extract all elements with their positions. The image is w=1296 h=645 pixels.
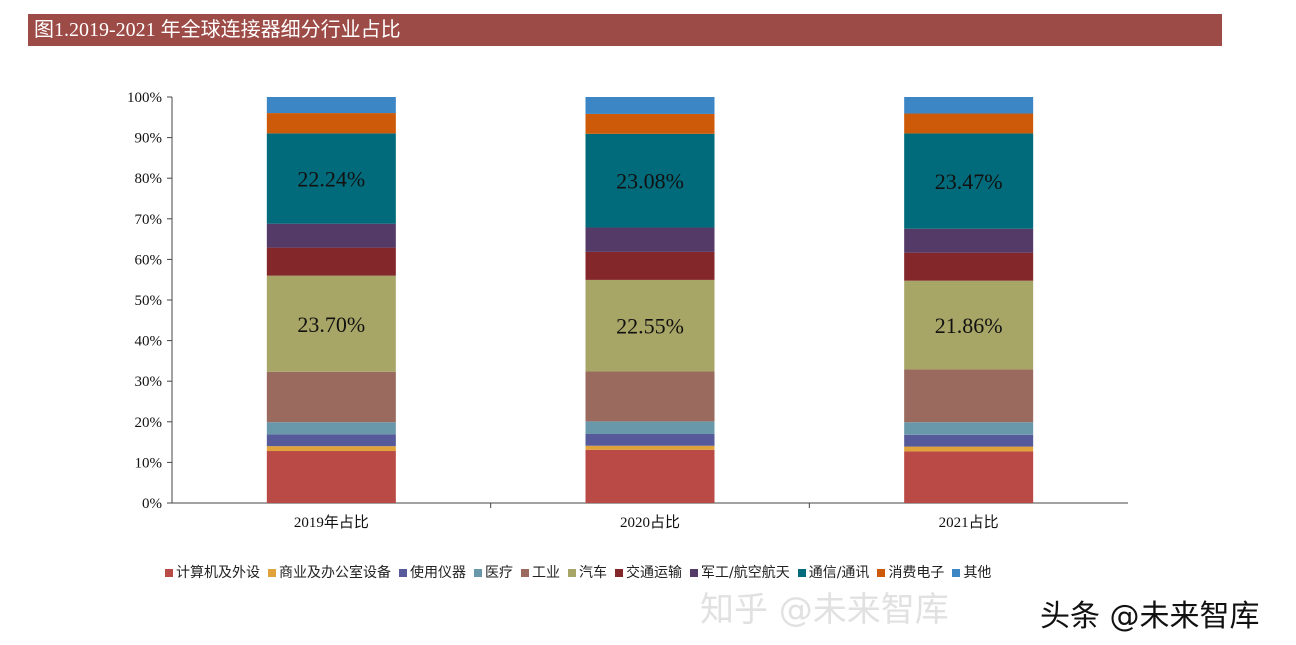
bar-segment — [266, 371, 396, 423]
legend-swatch — [690, 569, 698, 577]
legend-item: 军工/航空航天 — [690, 564, 790, 582]
y-tick-label: 60% — [135, 252, 163, 268]
bar-segment — [904, 113, 1034, 134]
data-label: 23.70% — [297, 312, 365, 337]
x-tick-label: 2020占比 — [620, 514, 680, 531]
bar-segment — [904, 280, 1034, 370]
legend-item: 医疗 — [474, 564, 513, 582]
x-tick-label: 2021占比 — [939, 514, 999, 531]
legend-item: 计算机及外设 — [165, 564, 260, 582]
y-tick-label: 30% — [135, 374, 163, 390]
y-tick-label: 10% — [135, 455, 163, 471]
bar-segment — [266, 275, 396, 372]
watermark-toutiao: 头条 @未来智库 — [1040, 599, 1260, 634]
bar-segment — [266, 133, 396, 224]
legend-swatch — [268, 569, 276, 577]
legend-label: 工业 — [532, 565, 560, 581]
bar-segment — [266, 451, 396, 503]
legend-label: 军工/航空航天 — [701, 565, 790, 581]
legend-label: 使用仪器 — [410, 565, 466, 581]
legend-swatch — [165, 569, 173, 577]
data-label: 23.08% — [616, 169, 684, 194]
legend-label: 消费电子 — [888, 565, 945, 581]
bar-segment — [585, 279, 715, 372]
bar-segment — [585, 97, 715, 114]
bar-segment — [585, 113, 715, 134]
legend: 计算机及外设 商业及办公室设备 使用仪器 医疗 工业 汽车 交通运输 军工/航空航天 通信/通讯… — [165, 564, 991, 582]
bar-segment — [904, 252, 1034, 281]
data-label: 21.86% — [935, 313, 1003, 338]
legend-swatch — [399, 569, 407, 577]
legend-swatch — [568, 569, 576, 577]
legend-label: 交通运输 — [626, 565, 682, 581]
bar-segment — [904, 422, 1034, 435]
legend-swatch — [952, 569, 961, 577]
legend-item: 工业 — [521, 564, 560, 582]
x-tick-label: 2019年占比 — [294, 514, 369, 531]
bar-segment — [585, 251, 715, 280]
bar-segment — [266, 434, 396, 447]
bar-segment — [266, 422, 396, 435]
legend-label: 商业及办公室设备 — [279, 565, 391, 581]
bar-segment — [585, 371, 715, 422]
legend-item: 其他 — [952, 564, 991, 582]
bar-segment — [585, 227, 715, 252]
data-label: 23.47% — [935, 169, 1003, 194]
bar-segment — [904, 97, 1034, 114]
bar-segment — [266, 113, 396, 134]
y-tick-label: 70% — [135, 212, 163, 228]
data-label: 22.24% — [297, 167, 365, 192]
figure-title: 图1.2019-2021 年全球连接器细分行业占比 — [28, 14, 1222, 46]
bar-segment — [266, 223, 396, 248]
bar-segment — [266, 247, 396, 276]
legend-swatch — [521, 569, 529, 577]
legend-item: 消费电子 — [877, 564, 944, 582]
y-tick-label: 0% — [142, 496, 162, 512]
bar-segment — [904, 446, 1034, 452]
y-tick-label: 20% — [135, 415, 163, 431]
bar-segment — [904, 369, 1034, 423]
bar-segment — [904, 451, 1034, 503]
y-tick-label: 50% — [135, 293, 163, 309]
y-tick-label: 80% — [135, 171, 163, 187]
bar-segment — [266, 97, 396, 114]
bar-segment — [904, 133, 1034, 229]
bar-segment — [266, 446, 396, 452]
legend-swatch — [615, 569, 623, 577]
legend-label: 其他 — [963, 565, 992, 581]
legend-label: 医疗 — [485, 565, 513, 581]
bar-segment — [585, 421, 715, 434]
legend-item: 商业及办公室设备 — [268, 564, 391, 582]
bar-segment — [585, 433, 715, 446]
legend-label: 计算机及外设 — [176, 565, 260, 581]
legend-swatch — [877, 569, 886, 577]
bar-segment — [904, 434, 1034, 447]
legend-item: 通信/通讯 — [797, 564, 870, 582]
bar-segment — [904, 228, 1034, 253]
bar-segment — [585, 449, 715, 503]
data-label: 22.55% — [616, 314, 684, 339]
legend-swatch — [797, 569, 806, 577]
bar-segment — [585, 133, 715, 228]
watermark-zhihu: 知乎 @未来智库 — [700, 590, 949, 630]
legend-item: 交通运输 — [615, 564, 682, 582]
y-tick-label: 90% — [135, 131, 163, 147]
legend-swatch — [474, 569, 482, 577]
legend-item: 使用仪器 — [399, 564, 466, 582]
legend-label: 汽车 — [579, 565, 607, 581]
y-tick-label: 40% — [135, 334, 163, 350]
bar-segment — [585, 445, 715, 450]
legend-label: 通信/通讯 — [808, 565, 870, 581]
legend-item: 汽车 — [568, 564, 607, 582]
y-tick-label: 100% — [127, 90, 162, 106]
